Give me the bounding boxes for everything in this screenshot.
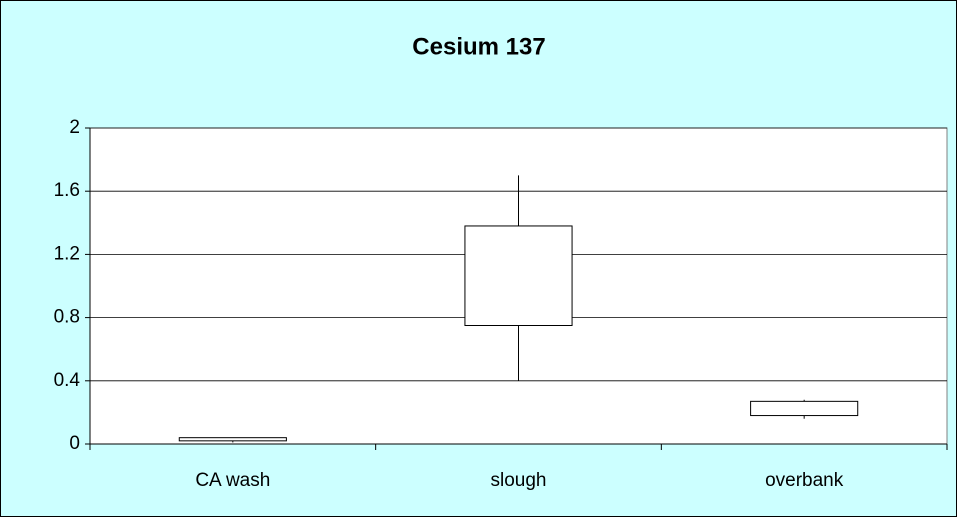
x-tick-label: overbank (765, 470, 844, 491)
y-tick-label: 0.8 (54, 307, 80, 328)
box (750, 400, 859, 417)
box (464, 225, 573, 327)
box (178, 437, 287, 442)
y-tick-label: 1.6 (54, 180, 80, 201)
x-tick-label: CA wash (195, 470, 270, 491)
y-tick-label: 0.4 (54, 370, 81, 391)
x-tick-label: slough (491, 470, 547, 491)
chart-title: Cesium 137 (412, 33, 545, 60)
y-tick-label: 0 (69, 433, 80, 454)
y-tick-label: 1.2 (54, 243, 80, 264)
y-tick-label: 2 (69, 117, 80, 138)
